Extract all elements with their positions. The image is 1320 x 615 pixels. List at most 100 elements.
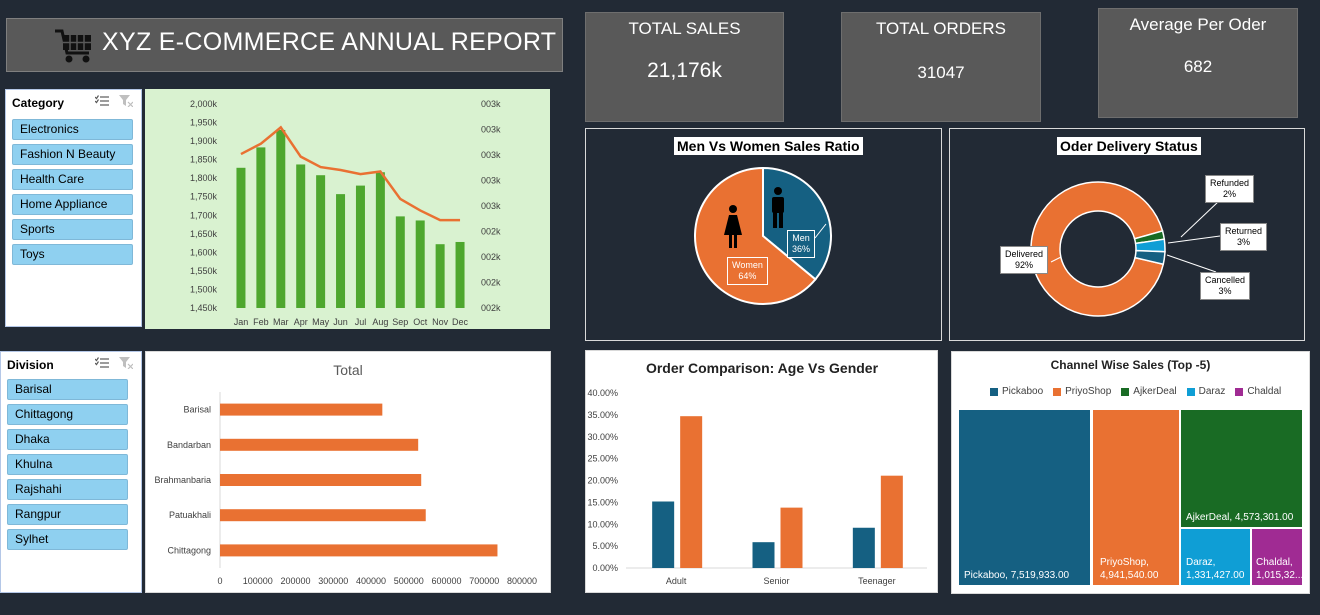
- monthly-bar: [436, 244, 445, 308]
- x-tick-label: Jul: [355, 317, 367, 327]
- division-bar: [220, 404, 382, 416]
- donut-label-name: Cancelled: [1205, 275, 1245, 286]
- monthly-bar: [256, 147, 265, 308]
- y2-tick-label: 002k: [481, 227, 501, 237]
- x-tick-label: Feb: [253, 317, 269, 327]
- x-tick-label: 500000: [394, 576, 424, 586]
- pie-label-value: 36%: [792, 244, 810, 255]
- tile-label: Chaldal, 1,015,32...: [1256, 556, 1303, 582]
- treemap-tile-daraz: Daraz, 1,331,427.00: [1180, 528, 1251, 586]
- monthly-bar: [456, 242, 465, 308]
- delivered-data-label: Delivered 92%: [1000, 246, 1048, 274]
- slicer-item-barisal[interactable]: Barisal: [7, 379, 128, 400]
- kpi-label: TOTAL ORDERS: [842, 19, 1040, 39]
- pie-label-value: 64%: [732, 271, 763, 282]
- x-tick-label: Dec: [452, 317, 469, 327]
- y2-tick-label: 003k: [481, 176, 501, 186]
- monthly-bar: [236, 168, 245, 308]
- monthly-bar: [376, 172, 385, 308]
- slicer-item-sylhet[interactable]: Sylhet: [7, 529, 128, 550]
- x-tick-label: 800000: [507, 576, 537, 586]
- chart-title: Total: [333, 362, 363, 378]
- tile-label: Pickaboo, 7,519,933.00: [964, 569, 1069, 582]
- cancelled-data-label: Cancelled 3%: [1200, 272, 1250, 300]
- slicer-item-toys[interactable]: Toys: [12, 244, 133, 265]
- division-slicer: Division Barisal Chittagong Dhaka Khulna…: [0, 351, 142, 593]
- x-tick-label: 600000: [431, 576, 461, 586]
- legend-swatch: [1053, 388, 1061, 396]
- multi-select-icon[interactable]: [95, 95, 109, 107]
- y-tick-label: Chittagong: [167, 545, 211, 555]
- clear-filter-icon[interactable]: [119, 95, 133, 107]
- chart-title: Order Comparison: Age Vs Gender: [646, 360, 879, 376]
- kpi-total-sales: TOTAL SALES 21,176k: [585, 12, 784, 122]
- slicer-item-chittagong[interactable]: Chittagong: [7, 404, 128, 425]
- y-tick-label: Bandarban: [167, 440, 211, 450]
- page-title: XYZ E-COMMERCE ANNUAL REPORT: [102, 28, 556, 57]
- y-tick-label: 30.00%: [587, 432, 618, 442]
- slicer-item-rangpur[interactable]: Rangpur: [7, 504, 128, 525]
- returned-data-label: Returned 3%: [1220, 223, 1267, 251]
- monthly-bar: [296, 164, 305, 308]
- slicer-item-rajshahi[interactable]: Rajshahi: [7, 479, 128, 500]
- y-tick-label: 1,450k: [190, 303, 218, 313]
- slicer-item-sports[interactable]: Sports: [12, 219, 133, 240]
- monthly-bar: [316, 175, 325, 308]
- men-data-label: Men 36%: [787, 230, 815, 258]
- treemap-tile-chaldal: Chaldal, 1,015,32...: [1251, 528, 1303, 586]
- clear-filter-icon[interactable]: [119, 357, 133, 369]
- shopping-cart-icon: [53, 26, 95, 66]
- y-tick-label: 1,900k: [190, 136, 218, 146]
- monthly-sales-chart: 2,000k 1,950k 1,900k 1,850k 1,800k 1,750k 1,70…: [145, 89, 550, 329]
- y-tick-label: 25.00%: [587, 454, 618, 464]
- treemap-tile-pickaboo: Pickaboo, 7,519,933.00: [958, 409, 1091, 586]
- pie-label-name: Women: [732, 260, 763, 271]
- x-tick-label: Senior: [763, 576, 789, 586]
- slicer-item-khulna[interactable]: Khulna: [7, 454, 128, 475]
- donut-label-name: Returned: [1225, 226, 1262, 237]
- woman-icon-part: [734, 234, 737, 248]
- multi-select-icon[interactable]: [95, 357, 109, 369]
- y-tick-label: 5.00%: [592, 541, 618, 551]
- y-tick-label: 1,700k: [190, 210, 218, 220]
- x-tick-label: 300000: [318, 576, 348, 586]
- legend-item: AjkerDeal: [1121, 386, 1176, 397]
- monthly-sales-svg: 2,000k1,950k1,900k1,850k1,800k1,750k1,70…: [145, 89, 550, 329]
- returned-leader-line: [1168, 236, 1220, 243]
- x-tick-label: 200000: [280, 576, 310, 586]
- y-tick-label: 1,600k: [190, 247, 218, 257]
- x-tick-label: May: [312, 317, 330, 327]
- age-bar-series-2: [881, 476, 903, 568]
- slicer-item-fashion[interactable]: Fashion N Beauty: [12, 144, 133, 165]
- monthly-bar: [276, 130, 285, 308]
- y2-tick-label: 003k: [481, 201, 501, 211]
- legend-label: Daraz: [1199, 386, 1226, 397]
- slicer-item-health-care[interactable]: Health Care: [12, 169, 133, 190]
- legend-swatch: [1235, 388, 1243, 396]
- donut-label-name: Delivered: [1005, 249, 1043, 260]
- slicer-item-dhaka[interactable]: Dhaka: [7, 429, 128, 450]
- y2-tick-label: 002k: [481, 252, 501, 262]
- legend-item: Pickaboo: [990, 386, 1043, 397]
- y-tick-label: 20.00%: [587, 476, 618, 486]
- kpi-label: Average Per Oder: [1099, 15, 1297, 35]
- kpi-average-per-order: Average Per Oder 682: [1098, 8, 1298, 118]
- kpi-label: TOTAL SALES: [586, 19, 783, 39]
- y-tick-label: Brahmanbaria: [154, 475, 211, 485]
- age-bar-series-1: [853, 528, 875, 568]
- y2-tick-label: 003k: [481, 99, 501, 109]
- treemap-tile-priyoshop: PriyoShop, 4,941,540.00: [1092, 409, 1180, 586]
- man-icon-part: [773, 212, 777, 228]
- slicer-item-electronics[interactable]: Electronics: [12, 119, 133, 140]
- y2-tick-label: 002k: [481, 278, 501, 288]
- division-bar: [220, 439, 418, 451]
- legend-label: AjkerDeal: [1133, 386, 1176, 397]
- donut-label-value: 2%: [1210, 189, 1249, 200]
- gender-ratio-panel: Men Vs Women Sales Ratio Men 36% Women 6…: [585, 128, 942, 341]
- age-bar-series-1: [753, 542, 775, 568]
- x-tick-label: 0: [217, 576, 222, 586]
- slicer-item-home-appliance[interactable]: Home Appliance: [12, 194, 133, 215]
- y-tick-label: 1,800k: [190, 173, 218, 183]
- y2-tick-label: 003k: [481, 125, 501, 135]
- y2-tick-label: 003k: [481, 150, 501, 160]
